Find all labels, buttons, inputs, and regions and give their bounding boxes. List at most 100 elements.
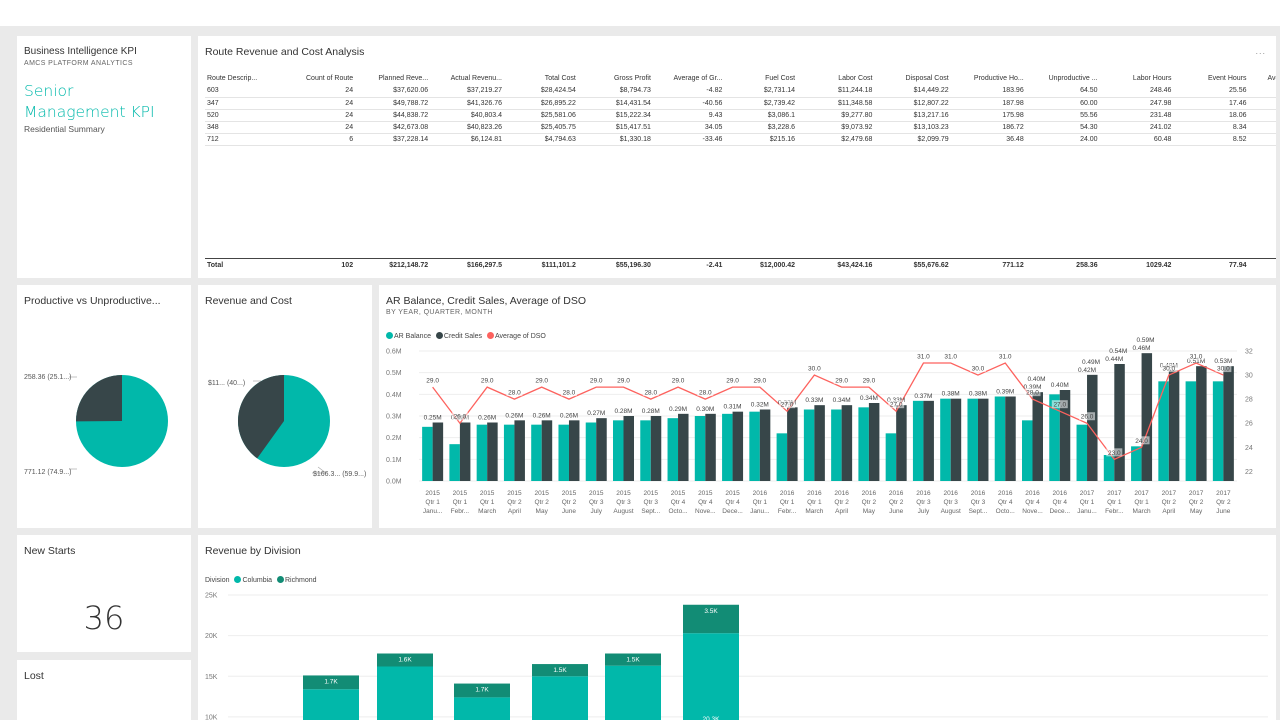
richmond-bar[interactable] xyxy=(377,653,433,667)
column-header[interactable]: Event Hours xyxy=(1207,75,1247,82)
column-header[interactable]: Disposal Cost xyxy=(905,75,949,82)
table-row[interactable]: 348 24 $42,673.08 $40,823.26 $25,405.75 $15,4… xyxy=(205,121,1276,134)
ar-balance-tile[interactable]: AR Balance, Credit Sales, Average of DSO… xyxy=(379,285,1276,528)
richmond-bar[interactable] xyxy=(303,675,359,690)
ar-balance-bar[interactable] xyxy=(585,422,597,482)
credit-sales-bar[interactable] xyxy=(787,407,798,481)
dso-label-bg[interactable] xyxy=(860,376,877,385)
column-header[interactable]: Route Descrip... xyxy=(207,75,258,82)
credit-sales-bar[interactable] xyxy=(678,413,689,481)
table-row[interactable]: 712 6 $37,228.14 $6,124.81 $4,794.63 $1,330.1… xyxy=(205,133,1276,146)
legend-richmond[interactable]: Richmond xyxy=(285,577,317,584)
dso-label-bg[interactable] xyxy=(833,376,850,385)
dso-label-bg[interactable] xyxy=(969,364,986,373)
credit-sales-bar[interactable] xyxy=(623,416,635,481)
credit-sales-bar[interactable] xyxy=(568,420,580,481)
credit-sales-bar[interactable] xyxy=(1114,364,1125,481)
dso-label-bg[interactable] xyxy=(533,376,550,385)
dso-label-bg[interactable] xyxy=(424,376,441,385)
dso-label-bg[interactable] xyxy=(751,376,768,385)
credit-sales-bar[interactable] xyxy=(514,420,525,481)
ar-balance-bar[interactable] xyxy=(940,398,951,481)
ar-balance-bar[interactable] xyxy=(613,420,624,481)
column-header[interactable]: Average of Gr... xyxy=(673,75,723,82)
credit-sales-bar[interactable] xyxy=(841,405,853,481)
dso-label-bg[interactable] xyxy=(1215,364,1232,373)
ar-balance-bar[interactable] xyxy=(1022,420,1033,481)
credit-sales-bar[interactable] xyxy=(459,422,471,482)
columbia-bar[interactable] xyxy=(303,689,359,720)
column-header[interactable]: Count of Route xyxy=(306,75,354,82)
kpi-header-tile[interactable]: Business Intelligence KPI AMCS PLATFORM … xyxy=(17,36,191,278)
ar-balance-bar[interactable] xyxy=(694,416,706,481)
ar-balance-bar[interactable] xyxy=(449,444,460,481)
dso-label-bg[interactable] xyxy=(779,400,796,409)
credit-sales-bar[interactable] xyxy=(1141,353,1153,481)
dso-label-bg[interactable] xyxy=(997,352,1014,361)
credit-sales-bar[interactable] xyxy=(896,405,907,481)
dso-label-bg[interactable] xyxy=(1106,448,1123,457)
ar-balance-bar[interactable] xyxy=(1103,455,1115,481)
column-header[interactable]: Productive Ho... xyxy=(973,75,1024,82)
column-header[interactable]: Gross Profit xyxy=(613,75,651,82)
ar-balance-bar[interactable] xyxy=(558,424,569,481)
productive-pie-tile[interactable]: Productive vs Unproductive... 258.36 (25… xyxy=(17,285,191,528)
dso-label-bg[interactable] xyxy=(588,376,605,385)
table-row[interactable]: 520 24 $44,838.72 $40,803.4 $25,581.06 $15,22… xyxy=(205,109,1276,122)
ar-balance-bar[interactable] xyxy=(776,433,788,481)
ar-balance-bar[interactable] xyxy=(967,398,978,481)
legend-credit-sales[interactable]: Credit Sales xyxy=(443,333,483,340)
dso-label-bg[interactable] xyxy=(479,376,496,385)
dso-label-bg[interactable] xyxy=(915,352,932,361)
table-row[interactable]: 603 24 $37,620.06 $37,219.27 $28,424.54 $8,79… xyxy=(205,85,1276,98)
dso-label-bg[interactable] xyxy=(697,388,714,397)
credit-sales-bar[interactable] xyxy=(1059,390,1071,481)
dso-label-bg[interactable] xyxy=(670,376,687,385)
ar-balance-bar[interactable] xyxy=(503,424,515,481)
credit-sales-bar[interactable] xyxy=(814,405,825,481)
credit-sales-bar[interactable] xyxy=(432,422,444,482)
dso-label-bg[interactable] xyxy=(724,376,741,385)
ar-balance-bar[interactable] xyxy=(803,409,815,482)
ar-balance-bar[interactable] xyxy=(422,426,433,481)
column-header[interactable]: Actual Revenu... xyxy=(450,75,502,82)
lost-tile[interactable]: Lost xyxy=(17,660,191,720)
ar-balance-bar[interactable] xyxy=(994,396,1006,482)
credit-sales-bar[interactable] xyxy=(868,403,880,481)
credit-sales-bar[interactable] xyxy=(541,420,553,481)
new-starts-tile[interactable]: New Starts 36 xyxy=(17,535,191,652)
dso-label-bg[interactable] xyxy=(642,388,659,397)
column-header[interactable]: Unproductive ... xyxy=(1048,75,1098,82)
columbia-bar[interactable] xyxy=(377,666,433,720)
ar-balance-bar[interactable] xyxy=(1131,446,1142,481)
columbia-bar[interactable] xyxy=(683,633,739,720)
column-header[interactable]: Average of Re... xyxy=(1267,75,1277,82)
credit-sales-bar[interactable] xyxy=(759,409,771,482)
ar-balance-bar[interactable] xyxy=(1158,381,1169,481)
columbia-bar[interactable] xyxy=(605,665,661,720)
credit-sales-bar[interactable] xyxy=(650,416,662,481)
richmond-bar[interactable] xyxy=(605,653,661,666)
column-header[interactable]: Labor Cost xyxy=(838,75,873,82)
richmond-bar[interactable] xyxy=(683,604,739,634)
column-header[interactable]: Total Cost xyxy=(544,75,576,82)
dso-label-bg[interactable] xyxy=(451,412,468,421)
credit-sales-bar[interactable] xyxy=(487,422,498,482)
ar-balance-bar[interactable] xyxy=(1212,381,1224,481)
credit-sales-bar[interactable] xyxy=(1032,392,1044,481)
pie-slice-unproductive[interactable] xyxy=(75,375,122,422)
dso-label-bg[interactable] xyxy=(506,388,523,397)
columbia-bar[interactable] xyxy=(532,676,588,720)
credit-sales-bar[interactable] xyxy=(596,418,607,481)
ar-balance-bar[interactable] xyxy=(912,400,924,481)
dso-label-bg[interactable] xyxy=(560,388,577,397)
column-header[interactable]: Labor Hours xyxy=(1132,75,1172,82)
credit-sales-bar[interactable] xyxy=(977,398,989,481)
dso-label-bg[interactable] xyxy=(1024,388,1041,397)
ar-balance-bar[interactable] xyxy=(722,413,733,481)
credit-sales-bar[interactable] xyxy=(1168,370,1180,482)
legend-dso[interactable]: Average of DSO xyxy=(495,333,546,340)
credit-sales-bar[interactable] xyxy=(732,411,744,481)
ar-balance-bar[interactable] xyxy=(476,424,488,481)
dso-label-bg[interactable] xyxy=(1160,364,1177,373)
